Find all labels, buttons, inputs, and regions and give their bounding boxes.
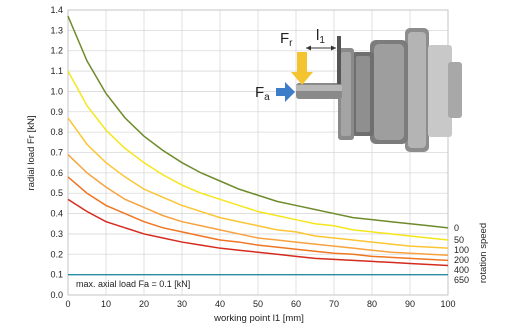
y-tick-label: 0.5 (50, 188, 63, 198)
fr-label: Fr (280, 30, 293, 49)
series-line-200 (67, 154, 449, 257)
y-tick-label: 0.9 (50, 107, 63, 117)
x-tick-label: 90 (405, 299, 415, 309)
y-tick-label: 0.0 (50, 290, 63, 300)
y-tick-label: 0.1 (50, 270, 63, 280)
l1-dimension-arrow (306, 45, 336, 51)
y-tick-label: 0.7 (50, 148, 63, 158)
y-tick-label: 0.2 (50, 249, 63, 259)
y-tick-label: 1.0 (50, 86, 63, 96)
x-tick-label: 50 (253, 299, 263, 309)
series-line-400 (67, 176, 449, 262)
y-tick-label: 0.4 (50, 209, 63, 219)
legend-label-50: 50 (454, 235, 464, 245)
x-tick-label: 30 (177, 299, 187, 309)
series-lines (67, 15, 449, 276)
y-tick-label: 0.8 (50, 127, 63, 137)
x-tick-label: 0 (65, 299, 70, 309)
x-tick-label: 100 (440, 299, 455, 309)
fa-label: Fa (255, 84, 270, 103)
axial-force-arrow (276, 82, 295, 102)
series-line-0 (67, 15, 449, 229)
y-tick-label: 1.4 (50, 5, 63, 15)
y-tick-label: 1.1 (50, 66, 63, 76)
legend-label-200: 200 (454, 255, 469, 265)
y-tick-label: 1.2 (50, 46, 63, 56)
legend-title: rotation speed (478, 223, 489, 283)
x-tick-label: 80 (367, 299, 377, 309)
plot-axes (67, 9, 449, 296)
series-line-100 (67, 117, 449, 249)
radial-force-arrow (291, 52, 313, 85)
y-tick-label: 0.6 (50, 168, 63, 178)
x-tick-label: 60 (291, 299, 301, 309)
legend-label-650: 650 (454, 275, 469, 285)
x-axis-title: working point l1 [mm] (213, 313, 304, 324)
axial-limit-label: max. axial load Fa = 0.1 [kN] (76, 279, 190, 289)
series-line-650 (67, 198, 449, 267)
x-tick-label: 40 (215, 299, 225, 309)
x-tick-label: 70 (329, 299, 339, 309)
legend-label-400: 400 (454, 265, 469, 275)
shaft-illustration: Fr Fa l1 (255, 27, 462, 152)
grid-lines (67, 9, 449, 296)
y-axis-title: radial load Fr [kN] (26, 116, 37, 191)
y-tick-labels: 0.0 0.1 0.2 0.3 0.4 0.5 0.6 0.7 0.8 0.9 1.0 1.1 1.2 1… (50, 5, 63, 300)
x-tick-label: 20 (139, 299, 149, 309)
y-tick-label: 1.3 (50, 25, 63, 35)
y-tick-label: 0.3 (50, 229, 63, 239)
series-line-50 (67, 70, 449, 241)
l1-label: l1 (316, 27, 325, 46)
legend-label-100: 100 (454, 245, 469, 255)
motor-body-image (296, 28, 462, 152)
x-tick-label: 10 (101, 299, 111, 309)
plot-frame (67, 9, 449, 296)
legend-label-0: 0 (454, 223, 459, 233)
x-tick-labels: 0 10 20 30 40 50 60 70 80 90 100 (65, 299, 455, 309)
